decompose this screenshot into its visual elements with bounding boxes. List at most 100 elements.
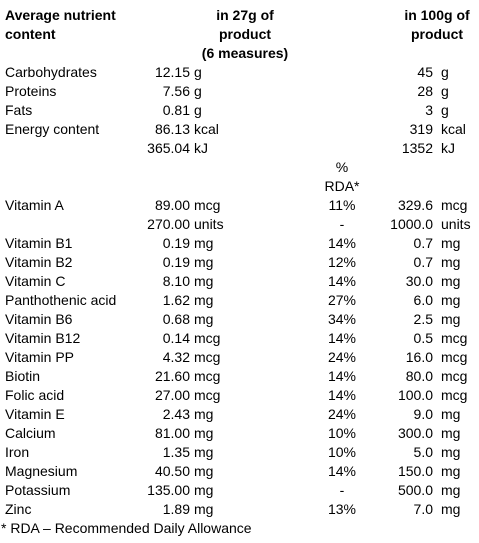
unit: mcg: [194, 197, 221, 213]
nutrient-name: Energy content: [5, 121, 100, 137]
amount: 0.19: [162, 254, 190, 270]
unit: g: [194, 102, 202, 118]
nutrient-name: Vitamin PP: [5, 349, 74, 365]
header-per-100g: in 100g of: [404, 7, 470, 23]
unit: kcal: [194, 121, 219, 137]
amount-100g: 6.0: [413, 292, 433, 308]
unit: mg: [194, 501, 214, 517]
unit-100g: mcg: [441, 387, 468, 403]
rda: 14%: [327, 387, 357, 403]
unit: mg: [194, 463, 214, 479]
header-per-serving: product: [218, 26, 272, 42]
unit-100g: kJ: [441, 140, 455, 156]
amount: 1.89: [162, 501, 190, 517]
nutrient-name: Vitamin B1: [5, 235, 73, 251]
unit-100g: mg: [441, 254, 461, 270]
rda: 10%: [327, 425, 357, 441]
amount-100g: 329.6: [397, 197, 433, 213]
header-nutrient: Average nutrient: [5, 7, 116, 23]
rda: -: [339, 216, 345, 232]
header-per-serving: (6 measures): [201, 45, 289, 61]
unit: kJ: [194, 140, 208, 156]
unit: mg: [194, 311, 214, 327]
amount-100g: 0.7: [413, 254, 433, 270]
amount-100g: 2.5: [413, 311, 433, 327]
unit: mcg: [194, 368, 221, 384]
amount: 40.50: [154, 463, 190, 479]
header-per-100g: product: [410, 26, 464, 42]
amount-100g: 80.0: [405, 368, 433, 384]
amount-100g: 0.7: [413, 235, 433, 251]
rda-header: RDA*: [324, 178, 360, 194]
amount: 0.81: [162, 102, 190, 118]
unit-100g: mg: [441, 501, 461, 517]
amount: 1.62: [162, 292, 190, 308]
rda: 34%: [327, 311, 357, 327]
rda: -: [339, 482, 345, 498]
amount: 81.00: [154, 425, 190, 441]
rda: 12%: [327, 254, 357, 270]
amount-100g: 319: [409, 121, 433, 137]
unit-100g: mg: [441, 406, 461, 422]
amount-100g: 1000.0: [390, 216, 433, 232]
nutrient-name: Potassium: [5, 482, 71, 498]
amount: 365.04: [147, 140, 190, 156]
unit: mg: [194, 235, 214, 251]
rda: 13%: [327, 501, 357, 517]
rda: 14%: [327, 368, 357, 384]
rda: 14%: [327, 463, 357, 479]
amount: 12.15: [154, 64, 190, 80]
unit-100g: mg: [441, 273, 461, 289]
unit: mg: [194, 482, 214, 498]
unit: mg: [194, 406, 214, 422]
amount: 21.60: [154, 368, 190, 384]
nutrient-name: Zinc: [5, 501, 32, 517]
rda: 24%: [327, 349, 357, 365]
unit-100g: mg: [441, 425, 461, 441]
amount: 0.14: [162, 330, 190, 346]
unit-100g: mcg: [441, 349, 468, 365]
amount-100g: 150.0: [397, 463, 433, 479]
unit-100g: kcal: [441, 121, 466, 137]
unit: mg: [194, 273, 214, 289]
unit: mcg: [194, 387, 221, 403]
amount: 135.00: [147, 482, 190, 498]
unit-100g: g: [441, 64, 449, 80]
amount: 7.56: [162, 83, 190, 99]
amount-100g: 28: [417, 83, 433, 99]
unit: mcg: [194, 330, 221, 346]
unit: mcg: [194, 349, 221, 365]
unit-100g: g: [441, 83, 449, 99]
amount: 270.00: [147, 216, 190, 232]
nutrient-name: Biotin: [5, 368, 41, 384]
rda-header: %: [335, 159, 349, 175]
amount: 1.35: [162, 444, 190, 460]
unit-100g: mcg: [441, 368, 468, 384]
nutrient-name: Vitamin B6: [5, 311, 73, 327]
unit: units: [194, 216, 224, 232]
nutrient-name: Vitamin E: [5, 406, 65, 422]
unit: g: [194, 83, 202, 99]
nutrient-name: Vitamin C: [5, 273, 66, 289]
amount: 0.68: [162, 311, 190, 327]
rda: 14%: [327, 330, 357, 346]
unit-100g: mg: [441, 235, 461, 251]
rda: 11%: [328, 197, 356, 213]
unit: mg: [194, 444, 214, 460]
unit-100g: mcg: [441, 330, 468, 346]
nutrient-name: Proteins: [5, 83, 57, 99]
nutrient-name: Vitamin B2: [5, 254, 73, 270]
unit-100g: mg: [441, 311, 461, 327]
nutrient-name: Carbohydrates: [5, 64, 97, 80]
amount: 89.00: [154, 197, 190, 213]
amount-100g: 1352: [401, 140, 433, 156]
nutrient-name: Calcium: [5, 425, 56, 441]
amount-100g: 45: [417, 64, 433, 80]
amount-100g: 100.0: [397, 387, 433, 403]
unit: mg: [194, 425, 214, 441]
unit-100g: mg: [441, 444, 461, 460]
amount: 4.32: [162, 349, 190, 365]
nutrient-name: Vitamin A: [5, 197, 64, 213]
rda: 14%: [327, 273, 357, 289]
